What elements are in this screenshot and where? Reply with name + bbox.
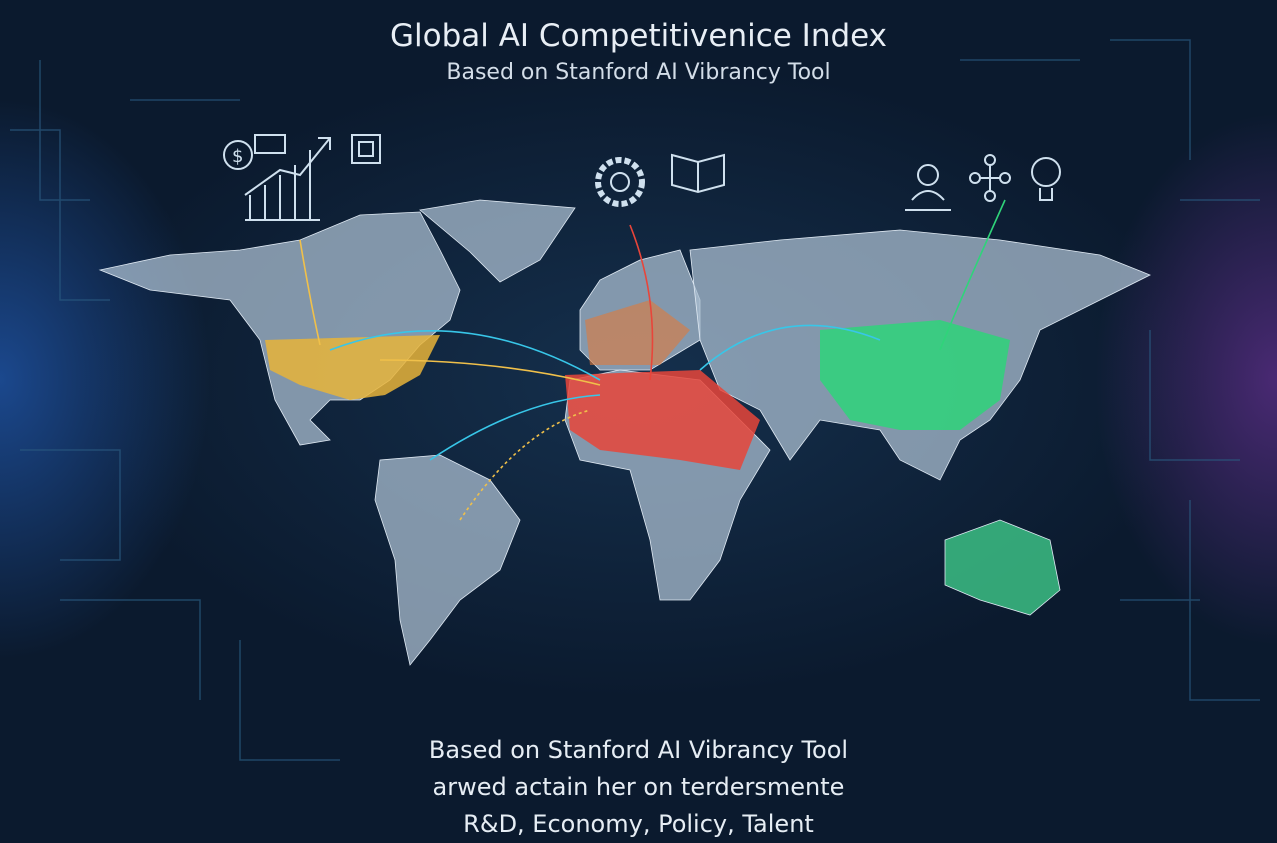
page-title: Global AI Competitivenice Index (389, 18, 888, 54)
china-highlight (820, 320, 1010, 430)
footer-line-2: arwed actain her on terdersmente (432, 773, 845, 801)
usa-highlight (265, 335, 440, 400)
europe-africa-highlight (565, 370, 760, 470)
chip-icon (351, 134, 381, 164)
dollar-icon: $ (223, 140, 253, 170)
highlights (265, 300, 1010, 470)
south-america (374, 454, 521, 666)
north-america (98, 211, 461, 446)
gear-icon (595, 157, 645, 207)
growth-chart-icon (244, 134, 331, 221)
network-icon (969, 154, 1011, 202)
greenland (419, 199, 576, 283)
footer-text: Based on Stanford AI Vibrancy Tool arwed… (0, 732, 1277, 843)
icons: $ (223, 134, 1061, 221)
svg-text:$: $ (232, 146, 243, 167)
footer-line-3: R&D, Economy, Policy, Talent (463, 810, 814, 838)
person-laptop-icon (905, 164, 951, 211)
circuit-lines (10, 39, 1260, 761)
connection-lines (299, 199, 1006, 521)
page-subtitle: Based on Stanford AI Vibrancy Tool (446, 60, 831, 85)
lightbulb-icon (1031, 157, 1061, 201)
footer-line-1: Based on Stanford AI Vibrancy Tool (428, 736, 849, 764)
australia (944, 519, 1061, 616)
europe-orange (585, 300, 690, 365)
book-icon (671, 153, 725, 194)
